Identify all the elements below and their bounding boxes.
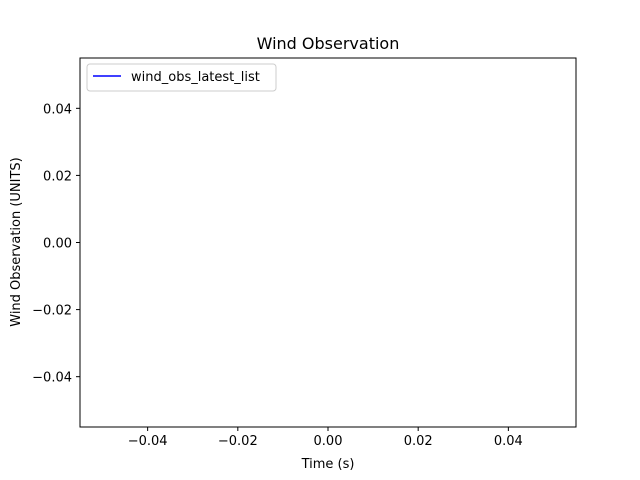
x-axis-ticks: −0.04 −0.02 0.00 0.02 0.04: [128, 427, 523, 449]
x-tick-label: 0.02: [404, 434, 433, 449]
legend-label: wind_obs_latest_list: [131, 70, 260, 85]
plot-frame: [79, 57, 577, 428]
legend: wind_obs_latest_list: [86, 63, 277, 92]
y-tick-label: 0.00: [43, 237, 72, 252]
legend-box: [86, 63, 277, 92]
y-tick-label: 0.04: [43, 102, 72, 117]
x-tick-label: −0.04: [128, 434, 168, 449]
plot-area: [80, 58, 576, 427]
x-axis-label: Time (s): [301, 457, 355, 472]
x-tick-label: −0.02: [218, 434, 258, 449]
y-tick-label: 0.02: [43, 169, 72, 184]
x-tick-label: 0.04: [494, 434, 523, 449]
x-tick-label: 0.00: [314, 434, 343, 449]
chart-title: Wind Observation: [257, 34, 400, 53]
y-tick-label: −0.02: [32, 304, 72, 319]
y-tick-label: −0.04: [32, 371, 72, 386]
y-axis-label: Wind Observation (UNITS): [9, 157, 24, 327]
y-axis-ticks: −0.04 −0.02 0.00 0.02 0.04: [32, 102, 80, 386]
